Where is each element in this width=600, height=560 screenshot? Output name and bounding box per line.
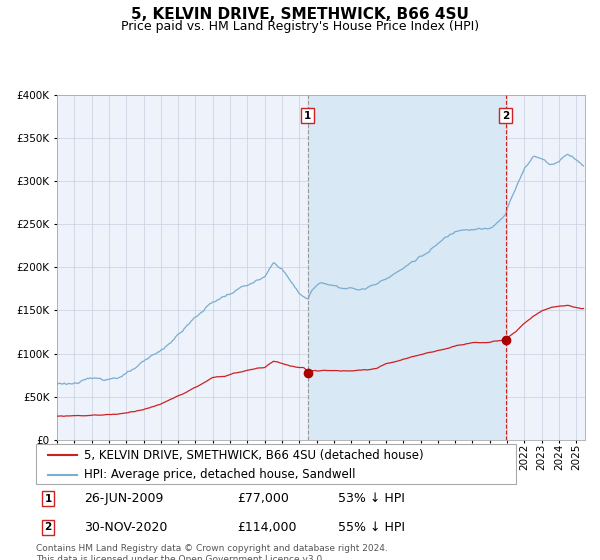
Text: 5, KELVIN DRIVE, SMETHWICK, B66 4SU: 5, KELVIN DRIVE, SMETHWICK, B66 4SU xyxy=(131,7,469,22)
Text: 53% ↓ HPI: 53% ↓ HPI xyxy=(338,492,405,505)
Text: £77,000: £77,000 xyxy=(238,492,289,505)
Text: 30-NOV-2020: 30-NOV-2020 xyxy=(84,521,167,534)
Text: 5, KELVIN DRIVE, SMETHWICK, B66 4SU (detached house): 5, KELVIN DRIVE, SMETHWICK, B66 4SU (det… xyxy=(84,449,424,462)
Text: 55% ↓ HPI: 55% ↓ HPI xyxy=(338,521,406,534)
Text: 2: 2 xyxy=(44,522,52,533)
Text: HPI: Average price, detached house, Sandwell: HPI: Average price, detached house, Sand… xyxy=(84,468,355,481)
Text: Price paid vs. HM Land Registry's House Price Index (HPI): Price paid vs. HM Land Registry's House … xyxy=(121,20,479,32)
Text: 26-JUN-2009: 26-JUN-2009 xyxy=(84,492,163,505)
Text: 2: 2 xyxy=(502,111,509,121)
Text: Contains HM Land Registry data © Crown copyright and database right 2024.
This d: Contains HM Land Registry data © Crown c… xyxy=(36,544,388,560)
Text: 1: 1 xyxy=(44,493,52,503)
Text: 1: 1 xyxy=(304,111,311,121)
Bar xyxy=(308,95,506,440)
Text: £114,000: £114,000 xyxy=(238,521,297,534)
FancyBboxPatch shape xyxy=(36,444,516,484)
